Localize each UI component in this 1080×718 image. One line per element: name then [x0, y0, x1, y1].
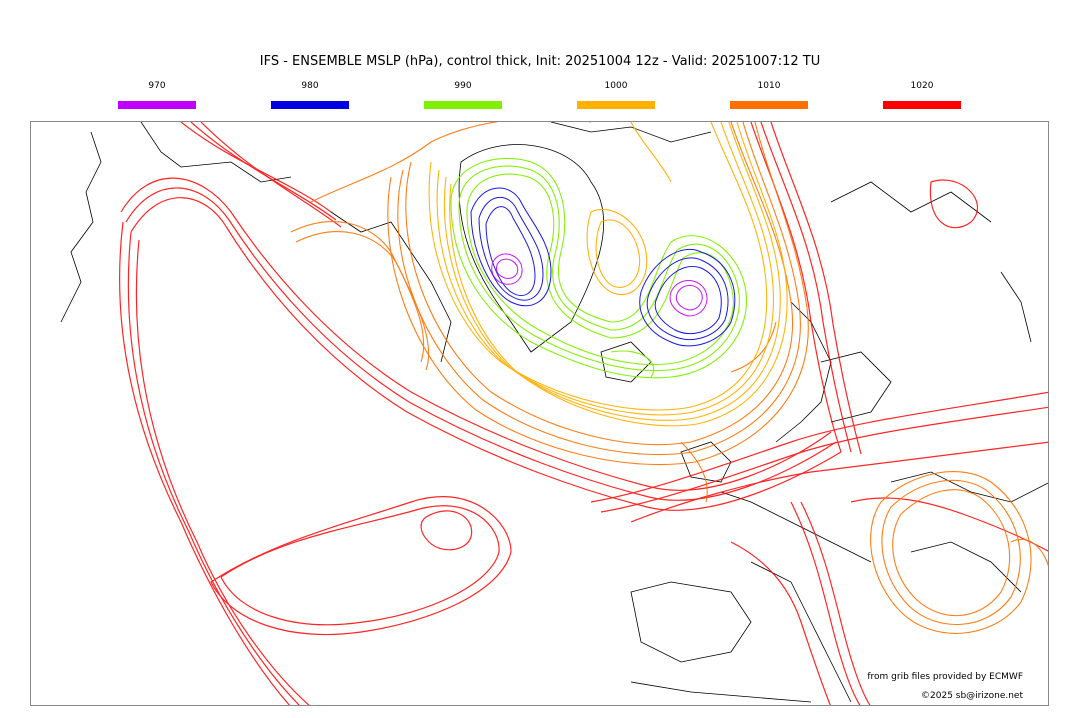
legend-label: 970: [148, 81, 166, 91]
legend-label: 1010: [757, 81, 781, 91]
isobars-970: [491, 253, 708, 317]
isobars-1010: [290, 122, 1048, 634]
legend-swatch-1010: [730, 101, 808, 109]
legend-item-1020: 1020: [883, 80, 961, 109]
legend-swatch-1020: [883, 101, 961, 109]
chart-title: IFS - ENSEMBLE MSLP (hPa), control thick…: [259, 54, 821, 69]
legend-label: 990: [454, 81, 472, 91]
legend-swatch-1000: [577, 101, 655, 109]
source-credit: from grib files provided by ECMWF: [867, 672, 1023, 682]
legend-swatch-970: [118, 101, 196, 109]
legend-label: 1020: [910, 81, 934, 91]
isobars-1000: [428, 122, 788, 427]
copyright-credit: ©2025 sb@irizone.net: [921, 691, 1023, 701]
legend-item-990: 990: [424, 80, 502, 109]
legend-label: 1000: [604, 81, 628, 91]
legend-item-1000: 1000: [577, 80, 655, 109]
legend-item-1010: 1010: [730, 80, 808, 109]
map-panel: [30, 121, 1049, 706]
legend-swatch-990: [424, 101, 502, 109]
legend-item-980: 980: [271, 80, 349, 109]
isobars-1020: [119, 122, 1048, 705]
legend-swatch-980: [271, 101, 349, 109]
legend-label: 980: [301, 81, 319, 91]
isobar-map: [60, 122, 1048, 705]
legend-item-970: 970: [118, 80, 196, 109]
isobars-990: [450, 157, 748, 379]
coastlines: [60, 122, 1048, 703]
